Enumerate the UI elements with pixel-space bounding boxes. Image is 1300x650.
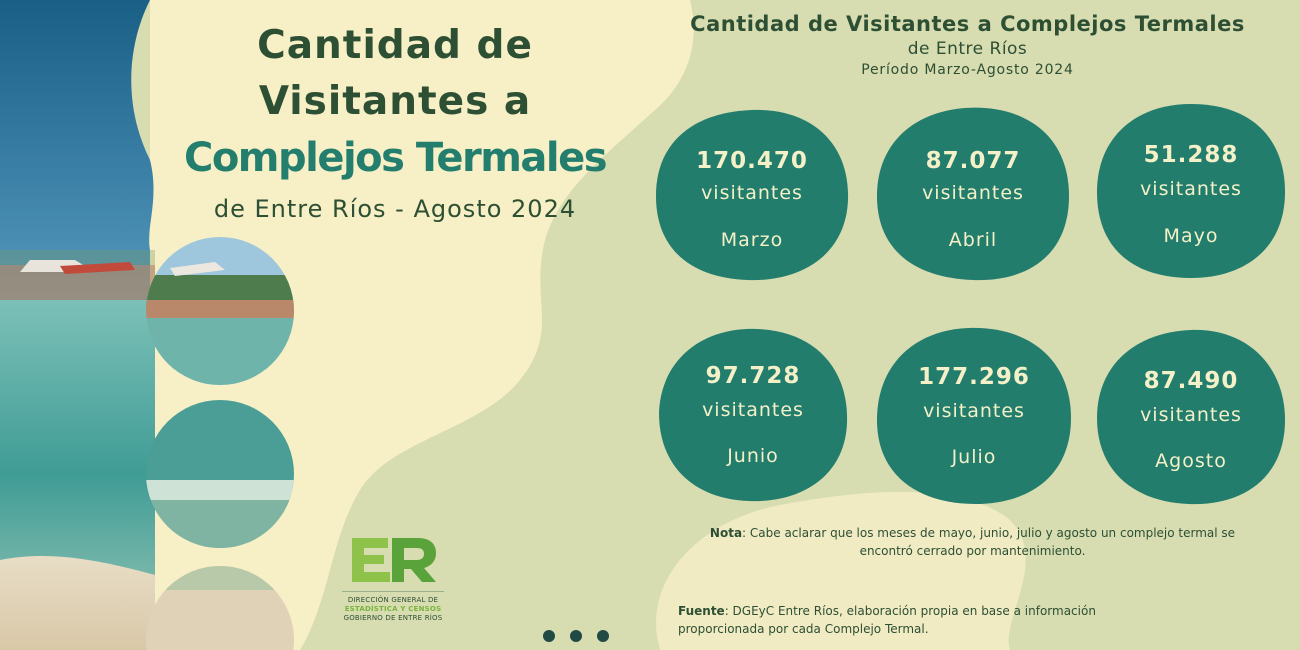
month-label: Marzo [720,229,784,251]
month-card-marzo: 170.470 visitantes Marzo [652,104,852,284]
logo-line1: DIRECCIÓN GENERAL DE [347,596,439,604]
month-card-mayo: 51.288 visitantes Mayo [1095,102,1287,280]
panel-title-line1: Cantidad de Visitantes a Complejos Terma… [690,12,1245,36]
main-title-line1: Cantidad de [257,23,533,68]
blob-shape [877,107,1069,281]
blob-shape [877,327,1071,504]
dot-3 [597,630,609,642]
dot-1 [543,630,555,642]
main-title-subtitle: de Entre Ríos - Agosto 2024 [213,195,577,223]
logo-line3: GOBIERNO DE ENTRE RÍOS [343,614,443,622]
panel-title-period: Período Marzo-Agosto 2024 [861,62,1074,78]
visitor-unit: visitantes [702,399,804,421]
visitor-count: 97.728 [705,363,801,389]
month-label: Junio [727,445,779,467]
note-label: Nota [709,526,743,540]
month-label: Mayo [1163,225,1219,247]
source-body: : DGEyC Entre Ríos, elaboración propia e… [678,604,1096,636]
main-title-line3: Complejos Termales [183,135,608,181]
visitor-count: 170.470 [696,148,808,174]
month-label: Julio [951,446,997,468]
logo-line2: ESTADÍSTICA Y CENSOS [344,605,442,613]
visitor-unit: visitantes [922,182,1024,204]
er-logo-mark [352,538,436,582]
month-label: Agosto [1155,450,1227,472]
month-card-junio: 97.728 visitantes Junio [655,325,851,505]
note-text: Nota: Cabe aclarar que los meses de mayo… [700,524,1245,560]
main-title-line2: Visitantes a [258,79,532,124]
source-text: Fuente: DGEyC Entre Ríos, elaboración pr… [678,602,1148,638]
month-card-abril: 87.077 visitantes Abril [873,104,1073,284]
visitor-unit: visitantes [1140,178,1242,200]
month-card-julio: 177.296 visitantes Julio [875,326,1073,506]
dot-2 [570,630,582,642]
month-label: Abril [948,229,998,251]
source-label: Fuente [678,604,725,618]
visitor-unit: visitantes [923,400,1025,422]
panel-title-line2: de Entre Ríos [907,39,1028,59]
blob-shape [1097,104,1285,278]
main-title: Cantidad de Visitantes a Complejos Terma… [140,18,650,232]
blob-shape [659,328,848,502]
logo-divider [342,591,444,592]
blob-shape [1097,329,1285,505]
visitor-count: 87.077 [925,148,1021,174]
dgeyc-logo: DIRECCIÓN GENERAL DE ESTADÍSTICA Y CENSO… [334,534,452,634]
panel-title: Cantidad de Visitantes a Complejos Terma… [640,10,1295,80]
blob-shape [656,109,849,281]
note-body: : Cabe aclarar que los meses de mayo, ju… [742,526,1236,558]
visitor-count: 51.288 [1143,142,1239,168]
visitor-unit: visitantes [701,182,803,204]
visitor-count: 87.490 [1143,368,1239,394]
visitor-count: 177.296 [918,364,1030,390]
month-card-agosto: 87.490 visitantes Agosto [1095,326,1287,508]
visitor-unit: visitantes [1140,404,1242,426]
